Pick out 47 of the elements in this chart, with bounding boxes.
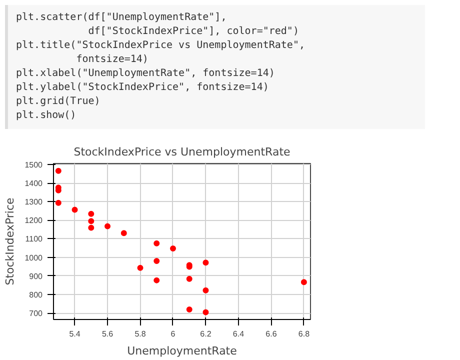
y-tick-label: 1200 xyxy=(24,216,44,226)
y-tick-label: 1000 xyxy=(24,253,44,262)
x-tick-label: 5.8 xyxy=(134,330,146,338)
point xyxy=(55,200,62,206)
point xyxy=(202,260,209,266)
point xyxy=(202,287,209,294)
point xyxy=(104,223,111,230)
text: plt.xlabel("UnemploymentRate", fontsize=14) xyxy=(16,67,276,81)
point xyxy=(120,230,127,236)
y-tick-label: 1100 xyxy=(25,234,44,244)
point xyxy=(186,306,192,312)
text: plt.title("StockIndexPrice vs UnemploymentRate", xyxy=(16,39,306,53)
point xyxy=(202,309,209,316)
x-tick-label: 6.4 xyxy=(232,330,245,338)
x-axis-title: UnemploymentRate xyxy=(127,344,238,358)
x-tick-label: 6.6 xyxy=(266,330,278,338)
y-tick-label: 1500 xyxy=(24,160,44,170)
point xyxy=(300,279,307,286)
text: plt.ylabel("StockIndexPrice", fontsize=14) xyxy=(16,81,270,95)
point xyxy=(154,277,160,284)
y-tick-label: 1300 xyxy=(24,198,44,207)
text: plt.scatter(df["UnemploymentRate"], xyxy=(16,11,228,25)
text: plt.show() xyxy=(16,109,78,123)
chart-title: StockIndexPrice vs UnemploymentRate xyxy=(74,146,291,158)
y-axis-title: StockIndexPrice xyxy=(4,197,17,286)
text: df["StockIndexPrice"], color="red") xyxy=(87,25,300,39)
point xyxy=(154,258,160,264)
point xyxy=(72,206,78,213)
point xyxy=(55,168,62,174)
x-tick-label: 6.2 xyxy=(200,330,212,338)
x-tick-label: 5.4 xyxy=(69,330,81,338)
point xyxy=(88,210,94,217)
point xyxy=(170,246,176,252)
point xyxy=(154,240,160,246)
point xyxy=(88,218,94,224)
point xyxy=(186,276,192,282)
x-tick-label: 5.6 xyxy=(102,330,114,338)
text: fontsize=14) xyxy=(75,53,150,67)
x-tick-label: 6 xyxy=(170,330,176,338)
y-tick-label: 800 xyxy=(29,290,44,300)
point xyxy=(137,264,144,271)
x-tick-label: 6.8 xyxy=(298,330,310,338)
y-tick-label: 900 xyxy=(29,272,44,281)
y-tick-label: 1400 xyxy=(24,179,44,188)
point xyxy=(88,224,94,231)
y-tick-label: 700 xyxy=(29,309,44,318)
text: plt.grid(True) xyxy=(16,95,102,109)
